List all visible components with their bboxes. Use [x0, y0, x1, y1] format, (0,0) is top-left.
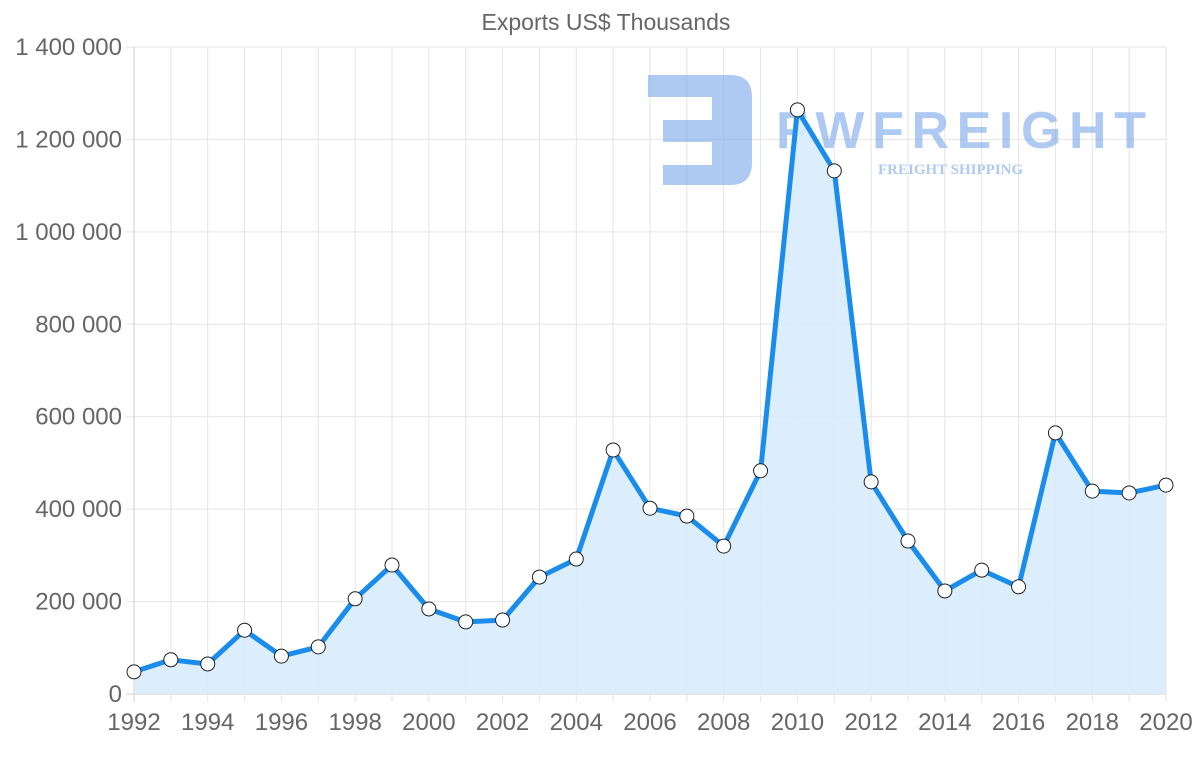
y-tick-label: 800 000 — [35, 311, 122, 338]
data-point[interactable] — [310, 639, 326, 655]
x-tick-label: 1998 — [328, 709, 381, 736]
y-tick-label: 0 — [109, 681, 122, 708]
x-tick-label: 2004 — [550, 709, 603, 736]
data-point[interactable] — [1047, 425, 1063, 441]
data-point[interactable] — [900, 533, 916, 549]
data-point[interactable] — [1084, 483, 1100, 499]
data-point[interactable] — [716, 538, 732, 554]
data-point[interactable] — [421, 601, 437, 617]
data-point[interactable] — [974, 562, 990, 578]
data-point[interactable] — [384, 557, 400, 573]
y-tick-label: 1 000 000 — [15, 219, 122, 246]
x-tick-label: 1992 — [107, 709, 160, 736]
data-point[interactable] — [605, 442, 621, 458]
x-tick-label: 2020 — [1139, 709, 1192, 736]
data-point[interactable] — [237, 622, 253, 638]
x-tick-label: 2000 — [402, 709, 455, 736]
y-axis: 0 200 000 400 000 600 000 800 000 1 000 000 1 … — [15, 34, 122, 708]
x-tick-label: 2014 — [918, 709, 971, 736]
data-point[interactable] — [568, 551, 584, 567]
chart-title: Exports US$ Thousands — [482, 9, 731, 35]
x-tick-label: 2016 — [992, 709, 1045, 736]
watermark-brand: FWFREIGHT — [776, 102, 1146, 160]
x-tick-label: 2002 — [476, 709, 529, 736]
x-tick-label: 1994 — [181, 709, 234, 736]
data-point[interactable] — [495, 612, 511, 628]
x-tick-label: 2006 — [623, 709, 676, 736]
data-point[interactable] — [753, 463, 769, 479]
watermark-tagline: FREIGHT SHIPPING — [878, 162, 1023, 178]
data-point[interactable] — [937, 583, 953, 599]
data-point[interactable] — [642, 500, 658, 516]
x-axis: 1992 1994 1996 1998 2000 2002 2004 2006 2008 2010… — [107, 709, 1192, 736]
y-tick-label: 1 400 000 — [15, 34, 122, 61]
data-point[interactable] — [1158, 477, 1174, 493]
y-tick-label: 600 000 — [35, 404, 122, 431]
x-tick-label: 2010 — [771, 709, 824, 736]
data-point[interactable] — [789, 102, 805, 118]
data-point[interactable] — [826, 163, 842, 179]
data-point[interactable] — [126, 664, 142, 680]
data-point[interactable] — [1121, 485, 1137, 501]
data-point[interactable] — [458, 614, 474, 630]
fwfreight-logo-icon — [648, 75, 752, 185]
y-tick-label: 200 000 — [35, 589, 122, 616]
data-point[interactable] — [1011, 579, 1027, 595]
x-tick-label: 1996 — [255, 709, 308, 736]
data-point[interactable] — [273, 648, 289, 664]
data-point[interactable] — [200, 656, 216, 672]
data-points — [126, 102, 1174, 680]
data-point[interactable] — [163, 652, 179, 668]
data-point[interactable] — [679, 508, 695, 524]
x-tick-label: 2018 — [1066, 709, 1119, 736]
data-point[interactable] — [863, 474, 879, 490]
data-point[interactable] — [531, 569, 547, 585]
fwfreight-watermark: FWFREIGHT FREIGHT SHIPPING — [648, 75, 1146, 185]
x-tick-label: 2012 — [844, 709, 897, 736]
y-tick-label: 400 000 — [35, 496, 122, 523]
x-tick-label: 2008 — [697, 709, 750, 736]
data-point[interactable] — [347, 591, 363, 607]
y-tick-label: 1 200 000 — [15, 126, 122, 153]
